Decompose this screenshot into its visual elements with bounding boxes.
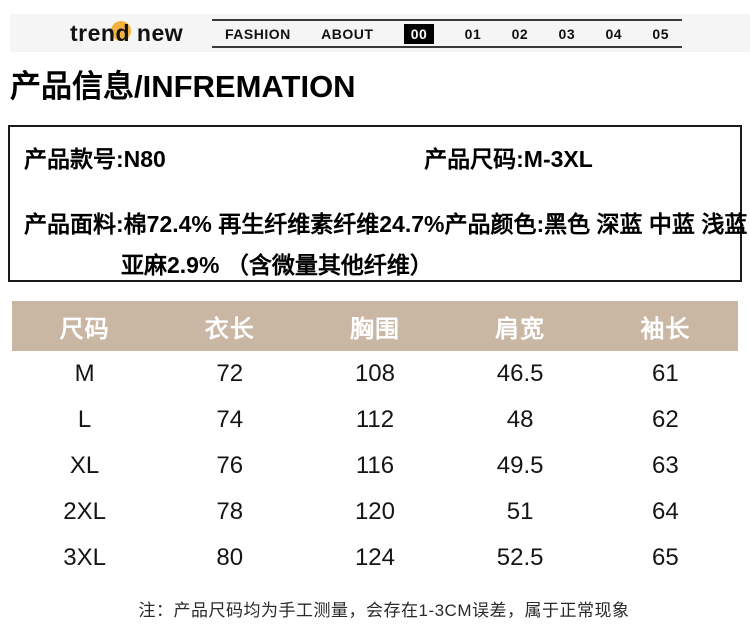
col-header-0: 尺码 — [12, 301, 158, 351]
measure-cell: 62 — [652, 406, 679, 433]
measure-cell: 61 — [652, 360, 679, 387]
measure-cell: 78 — [216, 498, 244, 525]
product-info-box: 产品款号:N80 产品尺码:M-3XL 产品面料:棉72.4% 再生纤维素纤维2… — [8, 125, 747, 282]
nav-item-about[interactable]: ABOUT — [321, 25, 374, 42]
nav-item-05[interactable]: 05 — [652, 25, 669, 42]
size-cell: 2XL — [63, 498, 106, 525]
size-table-header-row: 尺码 衣长 胸围 肩宽 袖长 — [12, 301, 738, 351]
size-cell: L — [77, 406, 92, 433]
table-row: 3XL 80 124 52.5 65 — [12, 535, 738, 581]
col-header-4: 袖长 — [592, 301, 738, 351]
product-fabric: 产品面料:棉72.4% 再生纤维素纤维24.7% — [24, 211, 445, 237]
nav-item-00[interactable]: 00 — [403, 23, 435, 44]
size-cell: 3XL — [63, 544, 106, 571]
page: tren d new FASHION ABOUT 00 01 02 03 04 05 产品信息/… — [0, 14, 750, 624]
measure-cell: 76 — [216, 452, 244, 479]
logo-text-part2: new — [130, 19, 184, 46]
logo-text-part1: tren — [70, 19, 116, 46]
brand-logo: tren d new — [70, 20, 183, 47]
col-header-3: 肩宽 — [447, 301, 593, 351]
info-row-fabric-color: 产品面料:棉72.4% 再生纤维素纤维24.7% 产品颜色:黑色 深蓝 中蓝 浅… — [24, 205, 747, 239]
measure-cell: 48 — [506, 406, 534, 433]
measure-cell: 46.5 — [496, 360, 544, 387]
measure-cell: 49.5 — [496, 452, 544, 479]
size-cell: M — [74, 360, 95, 387]
measure-cell: 108 — [354, 360, 395, 387]
measure-cell: 63 — [652, 452, 679, 479]
measure-cell: 80 — [216, 544, 244, 571]
nav-item-fashion[interactable]: FASHION — [225, 25, 291, 42]
page-title: 产品信息/INFREMATION — [10, 69, 356, 104]
nav-item-04[interactable]: 04 — [605, 25, 623, 42]
nav-item-02[interactable]: 02 — [511, 25, 529, 42]
nav-item-03[interactable]: 03 — [558, 25, 576, 42]
size-cell: XL — [69, 452, 100, 479]
measure-cell: 112 — [355, 406, 395, 433]
measure-cell: 74 — [216, 406, 244, 433]
nav-item-01[interactable]: 01 — [464, 25, 482, 42]
product-model: 产品款号:N80 — [24, 146, 166, 172]
product-fabric-continued: 亚麻2.9% （含微量其他纤维） — [121, 252, 433, 278]
product-color: 产品颜色:黑色 深蓝 中蓝 浅蓝 — [444, 211, 748, 237]
measure-cell: 124 — [354, 544, 395, 571]
measure-cell: 64 — [652, 498, 679, 525]
measure-cell: 51 — [506, 498, 534, 525]
top-header: tren d new FASHION ABOUT 00 01 02 03 04 05 — [10, 14, 750, 52]
info-row-model-size: 产品款号:N80 产品尺码:M-3XL — [24, 140, 726, 174]
logo-accent-letter: d — [111, 20, 132, 47]
table-row: L 74 112 48 62 — [12, 397, 738, 443]
product-size-range: 产品尺码:M-3XL — [424, 146, 593, 172]
col-header-2: 胸围 — [302, 301, 448, 351]
size-table: 尺码 衣长 胸围 肩宽 袖长 M 72 108 46.5 61 L 74 112 48 62 XL 76 116… — [12, 301, 738, 581]
measurement-note: 注：产品尺码均为手工测量，会存在1-3CM误差，属于正常现象 — [138, 601, 630, 620]
measure-cell: 72 — [216, 360, 244, 387]
measure-cell: 52.5 — [496, 544, 544, 571]
table-row: M 72 108 46.5 61 — [12, 351, 738, 397]
measure-cell: 116 — [355, 452, 395, 479]
col-header-1: 衣长 — [157, 301, 303, 351]
measure-cell: 120 — [354, 498, 395, 525]
measure-cell: 65 — [652, 544, 679, 571]
main-nav: FASHION ABOUT 00 01 02 03 04 05 — [212, 19, 682, 48]
table-row: XL 76 116 49.5 63 — [12, 443, 738, 489]
size-table-body: M 72 108 46.5 61 L 74 112 48 62 XL 76 116 49.5 63 2XL 78… — [12, 351, 738, 581]
size-table-head: 尺码 衣长 胸围 肩宽 袖长 — [12, 301, 738, 351]
table-row: 2XL 78 120 51 64 — [12, 489, 738, 535]
